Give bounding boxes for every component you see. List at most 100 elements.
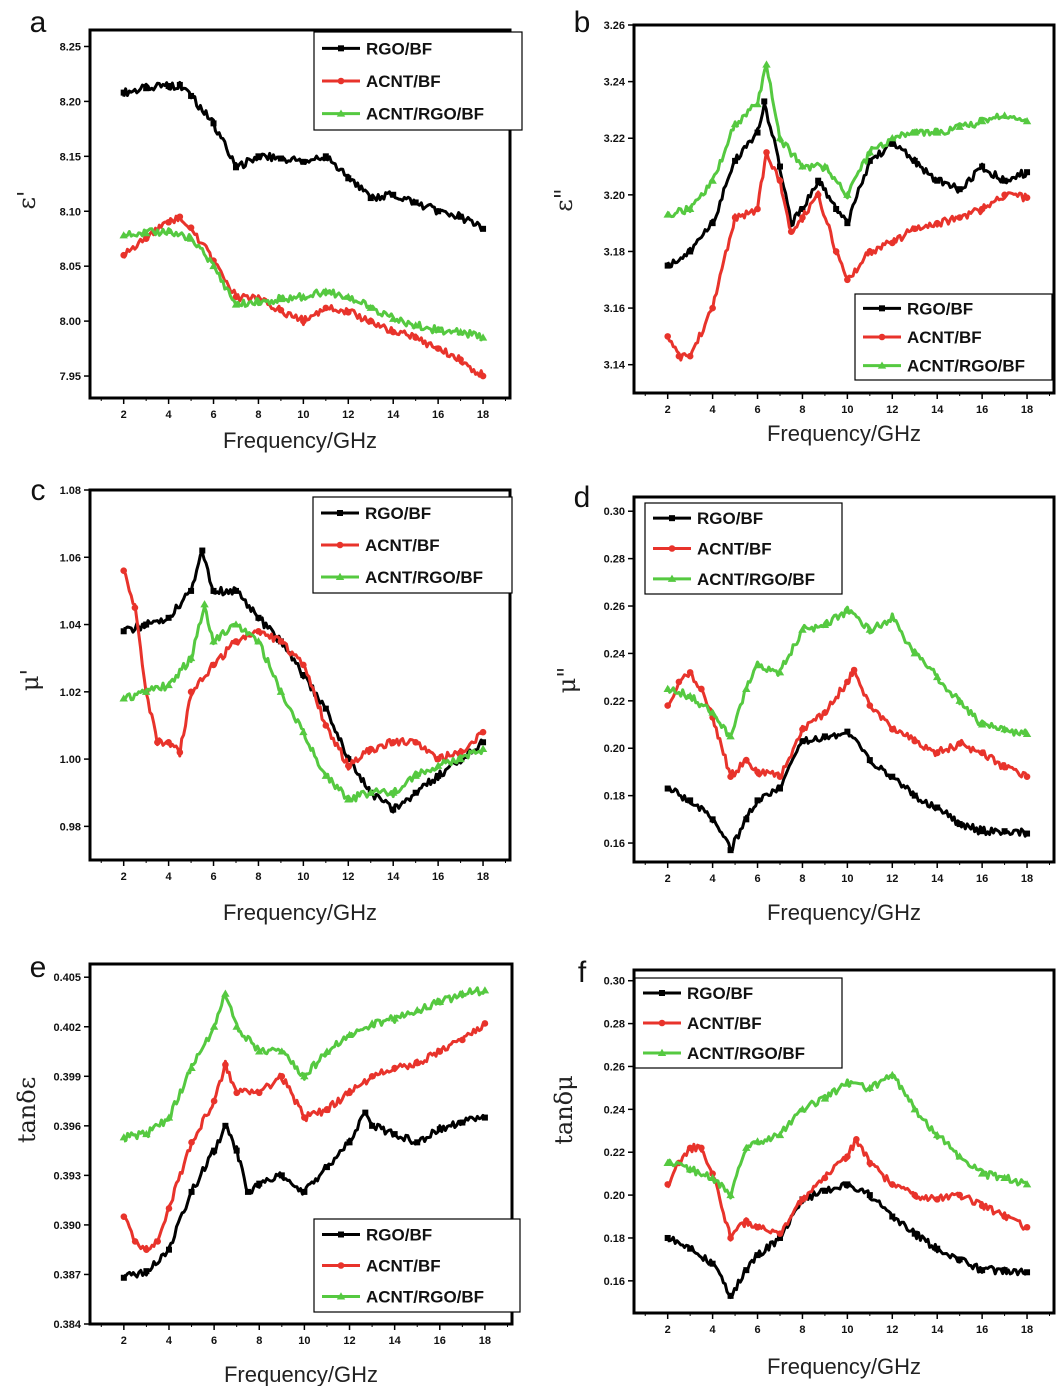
data-point [322,153,329,160]
data-point [866,757,873,764]
data-point [888,1070,897,1079]
data-point [742,1143,751,1151]
data-point [753,661,762,669]
data-point [865,1083,875,1091]
data-point [866,1192,873,1199]
y-axis-label: μ' [16,669,44,691]
data-point [459,1119,466,1126]
data-point [119,1133,129,1141]
data-point [176,749,184,756]
y-axis-label: μ" [553,667,581,694]
data-point [709,304,716,312]
data-point [776,1234,783,1241]
data-point [1022,117,1032,125]
data-point [345,756,352,763]
data-point [481,1114,488,1121]
data-point [955,1152,964,1160]
data-point [199,547,206,554]
data-point [222,1122,229,1129]
data-point [753,100,762,108]
data-point [433,325,443,333]
plot-frame [632,968,1056,1315]
data-point [934,1245,941,1252]
x-tick-label: 14 [389,1335,402,1347]
y-tick-label: 0.18 [604,791,625,803]
series-line-RGO/BF [667,1181,1029,1299]
data-point [866,1159,874,1167]
data-point [833,206,840,212]
data-point [815,177,822,184]
data-point [366,788,375,796]
data-point [232,587,239,594]
legend-marker [668,545,676,552]
data-point [844,276,851,284]
panel-d: d 2 4 6 8 10 12 14 16 18 0.16 0.18 0.20 0.22 0.24 0.26 0… [553,481,1056,925]
x-tick-label: 16 [434,1335,446,1347]
panel-label: f [578,956,587,989]
data-point [119,694,128,702]
data-point [276,687,286,695]
data-point [754,1223,761,1231]
x-tick-label: 4 [166,1335,173,1347]
x-tick-label: 4 [166,409,173,421]
data-point [844,220,851,227]
data-point [979,163,986,170]
data-point [322,705,329,712]
data-point [188,587,195,594]
data-point [776,177,784,184]
y-tick-label: 0.30 [604,976,625,988]
y-axis-label: ε' [13,190,41,209]
y-tick-label: 1.06 [60,552,81,564]
y-tick-label: 0.28 [604,1019,625,1031]
x-tick-label: 18 [477,409,489,421]
data-point [1001,1267,1008,1274]
series-line-ACNT/BF [122,569,484,771]
data-point [120,251,127,259]
data-point [300,158,307,165]
data-point [663,1158,672,1166]
legend-entry: ACNT/RGO/BF [366,105,484,124]
x-tick-label: 4 [710,1324,717,1336]
x-tick-label: 14 [387,871,400,883]
data-point [277,306,285,314]
y-tick-label: 0.16 [604,838,625,850]
legend-marker [657,1048,667,1056]
y-tick-label: 0.26 [604,1061,625,1073]
plot-frame [88,488,512,862]
data-point [478,744,488,752]
data-point [850,666,858,674]
data-point [853,1136,860,1143]
data-point [798,1105,807,1113]
plot-area [119,547,488,814]
data-point [278,1072,286,1080]
data-point [176,81,183,88]
data-point [187,1063,196,1072]
y-tick-label: 1.02 [60,687,81,699]
y-tick-label: 7.95 [60,371,81,383]
data-point [433,761,443,769]
data-point [119,231,128,239]
y-axis-label: tanδε [13,1077,41,1143]
data-point [389,738,397,746]
panel-label: c [31,474,46,507]
data-point [369,1122,376,1129]
data-point [888,725,896,733]
data-point [164,226,173,235]
data-point [1000,1173,1009,1181]
data-point [188,1188,195,1195]
legend-entry: ACNT/RGO/BF [687,1044,805,1063]
data-point [910,1105,919,1113]
data-point [865,625,875,633]
legend-entry: ACNT/BF [365,536,440,555]
data-point [889,140,896,147]
y-tick-label: 3.14 [604,360,626,372]
data-point [459,1036,466,1044]
legend-entry: ACNT/RGO/BF [365,568,483,587]
data-point [412,334,419,341]
y-tick-label: 3.26 [604,20,625,32]
data-point [254,637,263,645]
data-point [798,162,807,170]
legend-marker [337,1262,345,1269]
data-point [732,157,739,164]
data-point [956,214,963,221]
